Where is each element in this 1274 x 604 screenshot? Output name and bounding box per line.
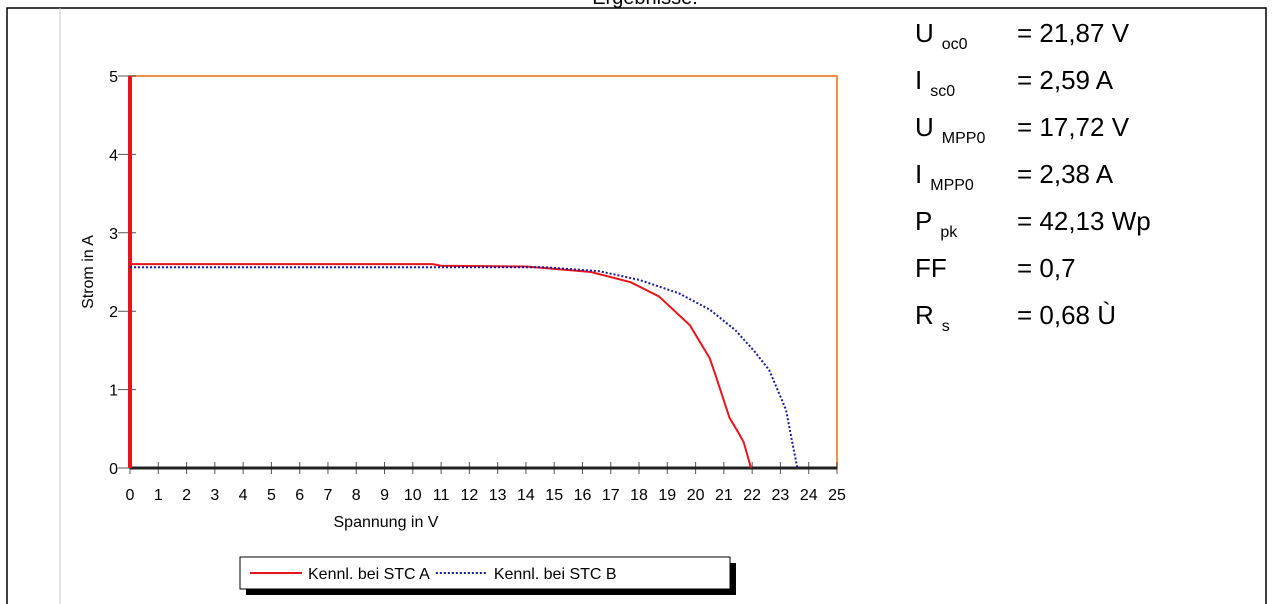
x-tick-label: 7 <box>324 487 333 504</box>
x-tick-label: 5 <box>267 487 276 504</box>
y-tick-label: 1 <box>109 383 118 400</box>
result-subscript: pk <box>940 224 958 241</box>
result-symbol: I <box>915 65 922 95</box>
y-tick-label: 2 <box>109 304 118 321</box>
result-subscript: MPP0 <box>942 130 986 147</box>
x-tick-label: 11 <box>433 487 450 504</box>
x-tick-label: 9 <box>380 487 389 504</box>
x-tick-label: 21 <box>715 487 733 504</box>
result-value: = 0,68 Ù <box>1017 300 1116 330</box>
legend-label: Kennl. bei STC B <box>494 566 617 583</box>
result-subscript: s <box>942 318 950 335</box>
x-tick-label: 0 <box>126 487 135 504</box>
x-tick-label: 13 <box>489 487 507 504</box>
x-tick-label: 3 <box>210 487 219 504</box>
x-tick-label: 2 <box>182 487 191 504</box>
result-symbol: R <box>915 300 934 330</box>
series-line <box>130 263 752 469</box>
result-symbol: U <box>915 18 934 48</box>
x-axis-label: Spannung in V <box>334 514 439 531</box>
y-axis-label: Strom in A <box>80 235 97 309</box>
x-tick-label: 8 <box>352 487 361 504</box>
result-symbol: U <box>915 112 934 142</box>
y-tick-label: 4 <box>109 147 118 164</box>
x-tick-label: 4 <box>239 487 248 504</box>
x-tick-label: 1 <box>154 487 163 504</box>
x-tick-label: 14 <box>517 487 535 504</box>
x-tick-label: 6 <box>295 487 304 504</box>
plot-border <box>129 75 838 469</box>
result-subscript: oc0 <box>942 36 968 53</box>
frame <box>6 7 1267 604</box>
y-tick-label: 5 <box>109 69 118 86</box>
x-tick-label: 23 <box>772 487 790 504</box>
x-tick-label: 17 <box>602 487 620 504</box>
y-tick-label: 0 <box>109 461 118 478</box>
result-value: = 2,38 A <box>1017 159 1114 189</box>
y-tick-label: 3 <box>109 226 118 243</box>
result-value: = 42,13 Wp <box>1017 206 1151 236</box>
x-tick-label: 22 <box>743 487 761 504</box>
x-tick-label: 10 <box>404 487 422 504</box>
series-line <box>130 266 799 469</box>
x-tick-label: 12 <box>460 487 478 504</box>
result-subscript: MPP0 <box>930 177 974 194</box>
x-tick-label: 25 <box>828 487 846 504</box>
result-value: = 2,59 A <box>1017 65 1114 95</box>
result-subscript: sc0 <box>930 83 955 100</box>
result-symbol: FF <box>915 253 947 283</box>
result-value: = 0,7 <box>1017 253 1076 283</box>
x-tick-label: 20 <box>687 487 705 504</box>
legend-label: Kennl. bei STC A <box>308 566 430 583</box>
result-value: = 17,72 V <box>1017 112 1130 142</box>
x-tick-label: 18 <box>630 487 648 504</box>
x-tick-label: 24 <box>800 487 818 504</box>
x-tick-label: 19 <box>658 487 676 504</box>
title: Ergebnisse: <box>592 0 698 9</box>
x-tick-label: 15 <box>545 487 563 504</box>
result-symbol: I <box>915 159 922 189</box>
x-tick-label: 16 <box>574 487 592 504</box>
result-symbol: P <box>915 206 932 236</box>
result-value: = 21,87 V <box>1017 18 1130 48</box>
